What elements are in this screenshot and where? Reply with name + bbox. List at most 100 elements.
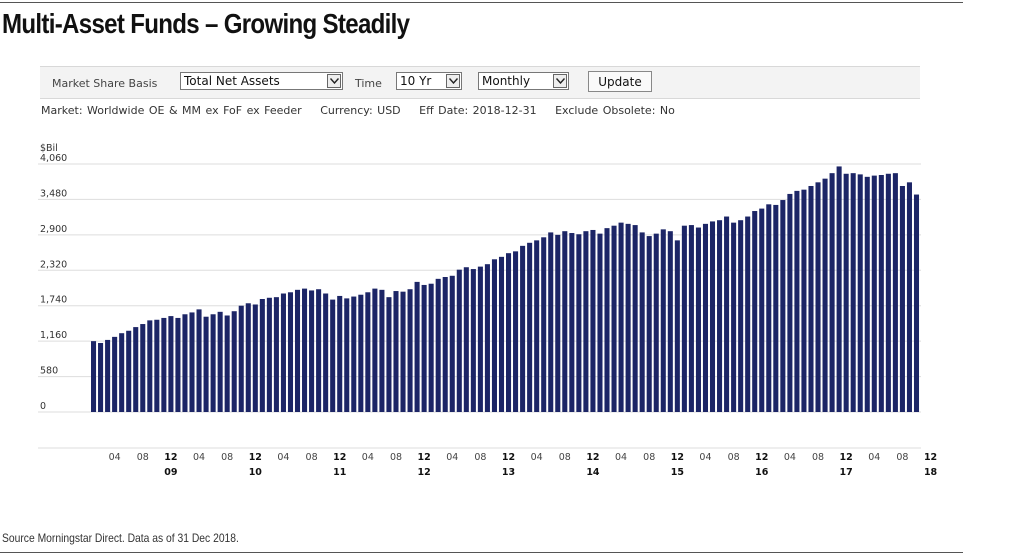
bar-chart: $Bil 05801,1601,7402,3202,9003,4804,060 … <box>38 143 938 478</box>
frequency-select[interactable]: Monthly <box>478 72 569 90</box>
x-tick-label: 12 <box>671 452 684 463</box>
chevron-down-icon[interactable] <box>327 74 341 88</box>
bar <box>323 293 329 412</box>
x-tick-label: 04 <box>446 452 458 463</box>
bar <box>98 342 104 412</box>
bar <box>147 320 153 412</box>
bar <box>829 173 835 412</box>
bar <box>885 173 891 412</box>
market-share-basis-select[interactable]: Total Net Assets <box>180 72 343 90</box>
y-tick-label: 1,160 <box>40 330 67 341</box>
bar <box>386 297 392 412</box>
bar <box>527 242 533 412</box>
bar <box>224 315 230 412</box>
bar <box>850 173 856 412</box>
x-tick-label: 08 <box>137 452 149 463</box>
bar <box>484 264 490 412</box>
bar <box>808 185 814 412</box>
x-tick-label: 04 <box>362 452 374 463</box>
x-tick-label: 04 <box>615 452 627 463</box>
bar <box>287 292 294 412</box>
x-year-label: 14 <box>586 467 600 478</box>
x-tick-label: 04 <box>699 452 711 463</box>
x-tick-label: 04 <box>868 452 880 463</box>
bar <box>667 231 673 412</box>
x-year-label: 15 <box>671 467 684 478</box>
x-tick-label: 12 <box>924 452 937 463</box>
bar <box>653 233 659 412</box>
bar <box>105 339 111 412</box>
x-tick-label: 08 <box>559 452 571 463</box>
bar <box>168 316 174 412</box>
x-tick-label: 08 <box>896 452 908 463</box>
bar <box>330 299 336 412</box>
bar <box>196 309 202 412</box>
x-tick-label: 04 <box>531 452 543 463</box>
y-axis-label: $Bil <box>40 143 58 154</box>
bar <box>217 311 223 412</box>
bar <box>428 283 434 412</box>
chevron-down-icon[interactable] <box>446 74 460 88</box>
bar <box>316 289 322 412</box>
bar <box>738 220 744 412</box>
bar <box>498 256 505 412</box>
bar <box>351 296 357 412</box>
update-button[interactable]: Update <box>588 71 652 92</box>
bar <box>393 291 399 412</box>
x-tick-label: 08 <box>474 452 486 463</box>
bar <box>745 216 751 412</box>
y-axis-ticks: 0 580 1,160 1,740 2,320 2,900 3,480 4,060 <box>40 153 67 412</box>
bottom-rule <box>0 552 963 553</box>
bar <box>140 324 146 412</box>
bar <box>449 275 455 412</box>
bar <box>766 204 772 412</box>
x-year-label: 16 <box>755 467 769 478</box>
bar <box>435 278 441 412</box>
bar <box>421 284 427 412</box>
bar <box>112 336 118 412</box>
y-tick-label: 3,480 <box>40 188 67 199</box>
bar <box>801 189 807 412</box>
bar <box>456 269 462 412</box>
bar <box>133 327 139 412</box>
x-tick-label: 08 <box>390 452 402 463</box>
bar <box>463 267 469 412</box>
bar <box>906 182 912 412</box>
bar <box>182 314 188 412</box>
y-tick-label: 580 <box>40 366 58 377</box>
bar <box>273 297 279 412</box>
bar <box>520 245 526 412</box>
bar <box>590 229 596 412</box>
bar <box>555 234 561 412</box>
time-label: Time <box>355 77 382 90</box>
bar <box>477 266 483 412</box>
bar <box>702 223 709 412</box>
bar <box>407 289 413 412</box>
bar <box>625 223 631 412</box>
x-year-label: 13 <box>502 467 515 478</box>
x-year-label: 11 <box>333 467 346 478</box>
bar <box>365 292 371 412</box>
currency-info: Currency: USD <box>320 104 401 117</box>
x-tick-label: 12 <box>502 452 515 463</box>
x-tick-label: 12 <box>840 452 853 463</box>
bar <box>161 317 167 412</box>
chevron-down-icon[interactable] <box>553 74 567 88</box>
bar <box>337 295 343 412</box>
bar <box>674 240 680 412</box>
bar <box>266 297 272 412</box>
bar <box>913 194 920 412</box>
x-year-label: 17 <box>840 467 853 478</box>
x-year-label: 09 <box>164 467 177 478</box>
bar <box>695 227 701 412</box>
bar <box>400 291 406 412</box>
bar <box>309 290 315 412</box>
time-select[interactable]: 10 Yr <box>396 72 462 90</box>
x-tick-label: 12 <box>249 452 262 463</box>
bar <box>562 231 568 412</box>
bar <box>238 305 244 412</box>
bar <box>189 312 195 412</box>
x-year-label: 12 <box>418 467 431 478</box>
x-year-label: 10 <box>249 467 263 478</box>
bar <box>442 277 448 412</box>
